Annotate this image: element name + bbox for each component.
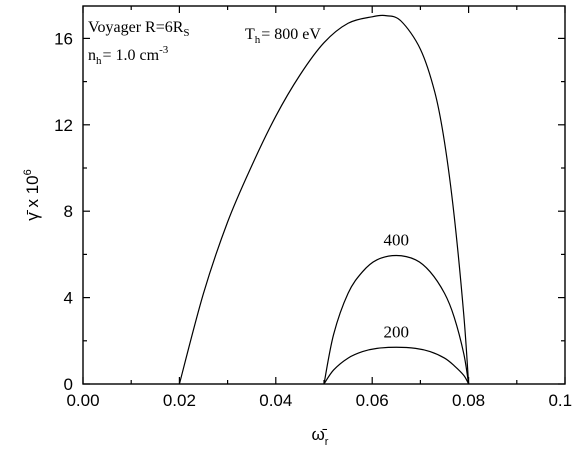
annotation-temperature-value: = 800 eV <box>261 26 321 43</box>
y-tick-label: 8 <box>64 202 73 221</box>
annotation-density-sup: -3 <box>159 44 169 56</box>
series-label-400: 400 <box>384 230 410 249</box>
y-tick-label: 4 <box>64 289 73 308</box>
annotation-voyager-text: Voyager R=6R <box>88 19 184 36</box>
x-axis-label-sub: r <box>325 436 329 448</box>
annotation-density-sub: h <box>96 55 102 67</box>
annotation-temperature-t: T <box>245 26 255 43</box>
x-tick-label: 0.08 <box>452 391 485 410</box>
x-tick-label: 0.10 <box>548 391 572 410</box>
series-line-400 <box>323 254 470 385</box>
y-tick-label: 16 <box>54 29 73 48</box>
axis-ticks <box>82 6 566 385</box>
x-axis-label: ω̄r <box>312 425 329 448</box>
annotation-temperature-sub: h <box>255 34 261 46</box>
x-tick-label: 0.00 <box>66 391 99 410</box>
series-label-200: 200 <box>384 322 410 341</box>
x-tick-label: 0.04 <box>259 391 292 410</box>
x-tick-label: 0.06 <box>356 391 389 410</box>
x-tick-label: 0.02 <box>163 391 196 410</box>
y-axis-label-main: γ̄ x 10 <box>23 175 42 220</box>
y-tick-label: 0 <box>64 375 73 394</box>
annotation-density-n: n <box>88 47 96 64</box>
series-line-800 <box>178 14 470 385</box>
x-axis-label-main: ω̄ <box>312 425 328 444</box>
series-line-200 <box>323 346 470 385</box>
annotation-temperature: Th= 800 eV <box>245 26 321 46</box>
axis-tick-labels: 0.00 0.02 0.04 0.06 0.08 0.10 0 4 8 12 16 <box>54 29 572 410</box>
y-axis-label-sup: 6 <box>22 169 34 175</box>
y-tick-label: 12 <box>54 116 73 135</box>
y-axis-label: γ̄ x 106 <box>22 169 42 220</box>
annotation-density-value: = 1.0 cm <box>103 47 160 64</box>
annotation-voyager: Voyager R=6RS <box>88 19 190 39</box>
annotation-density: nh= 1.0 cm-3 <box>88 44 169 67</box>
annotation-voyager-sub: S <box>183 27 189 39</box>
curves <box>178 14 470 385</box>
